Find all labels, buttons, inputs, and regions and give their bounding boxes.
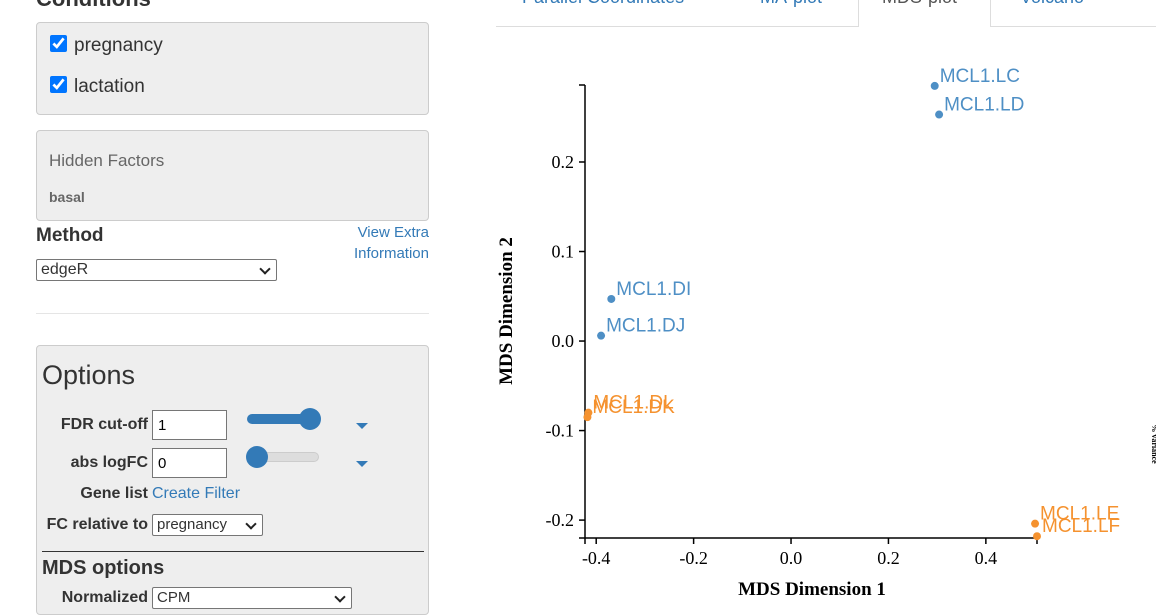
checkbox[interactable] (50, 76, 67, 93)
divider (36, 313, 429, 314)
fc-select[interactable]: pregnancy (152, 514, 263, 536)
x-tick-label: 0.4 (975, 548, 998, 568)
tab[interactable]: MDS-plot (882, 0, 957, 8)
fdr-input[interactable] (152, 410, 227, 440)
point-label: MCL1.DL (593, 393, 673, 414)
method-label: Method (36, 225, 104, 246)
checkbox-label[interactable]: pregnancy (74, 35, 163, 56)
point-label: MCL1.LF (1042, 516, 1120, 537)
annotation: % variance (1150, 424, 1156, 464)
y-tick-label: 0.1 (552, 242, 575, 262)
section-title: MDS options (42, 557, 165, 579)
x-axis-title: MDS Dimension 1 (738, 579, 886, 600)
filter-link[interactable]: Create Filter (152, 485, 241, 502)
method-select[interactable]: edgeR (36, 259, 277, 281)
field-label: abs logFC (70, 454, 148, 471)
point-label: MCL1.LC (940, 66, 1020, 87)
box-title: Hidden Factors (49, 151, 165, 170)
y-tick-label: -0.2 (546, 510, 575, 530)
x-tick-label: 0.0 (780, 548, 803, 568)
point (930, 81, 939, 90)
tab[interactable]: MA-plot (760, 0, 822, 8)
y-tick-label: 0.0 (552, 331, 575, 351)
point-label: MCL1.DK (592, 397, 675, 418)
factor: basal (49, 189, 85, 205)
active-tab[interactable] (858, 0, 991, 27)
point (935, 110, 944, 119)
dropdown-toggle[interactable] (356, 461, 368, 467)
field-label: FDR cut-off (60, 416, 148, 433)
point (597, 331, 606, 340)
point-label: MCL1.LE (1040, 504, 1119, 525)
x-tick-label: 0.2 (877, 548, 900, 568)
x-tick-label: -0.2 (679, 548, 708, 568)
point-label: MCL1.DI (616, 279, 691, 300)
box-title: Options (42, 360, 136, 390)
point (1033, 532, 1041, 541)
chart: -0.2 -0.1 0.0 0.1 0.2 -0.4 -0.2 0.0 0.2 0.4 MDS Di… (496, 66, 1156, 600)
point (584, 408, 593, 417)
tab[interactable]: Parallel Coordinates (522, 0, 684, 8)
tab-border (496, 26, 1156, 27)
logfc-input[interactable] (152, 448, 227, 478)
checkbox[interactable] (50, 35, 67, 52)
point-label: MCL1.LD (944, 95, 1024, 116)
field-label: Gene list (80, 485, 148, 502)
options-box: Options FDR cut-off abs logFC Gene list … (36, 345, 429, 615)
slider-knob[interactable] (246, 446, 268, 468)
dropdown-toggle[interactable] (356, 423, 368, 429)
tab[interactable]: Volcano (1020, 0, 1084, 8)
point-label: MCL1.DJ (606, 316, 685, 337)
page: Conditions pregnancy lactation Hidden Fa… (0, 0, 1156, 602)
field-label: FC relative to (46, 516, 148, 533)
y-axis-title: MDS Dimension 2 (496, 237, 517, 385)
point (607, 294, 616, 303)
divider (42, 551, 424, 552)
point (1031, 519, 1040, 528)
section-title: Conditions (36, 0, 151, 12)
checkbox-label[interactable]: lactation (74, 76, 145, 97)
slider-knob[interactable] (299, 408, 321, 430)
normalized-select[interactable]: CPM (152, 587, 352, 609)
y-tick-label: -0.1 (546, 421, 575, 441)
x-tick-label: -0.4 (582, 548, 611, 568)
info-link[interactable]: View Extra Information (353, 224, 429, 262)
field-label: Normalized (61, 589, 148, 606)
y-tick-label: 0.2 (552, 152, 575, 172)
conditions-box: pregnancy lactation (36, 22, 429, 115)
hidden-factors-box: Hidden Factors basal (36, 130, 429, 221)
slider-track[interactable] (247, 414, 319, 424)
